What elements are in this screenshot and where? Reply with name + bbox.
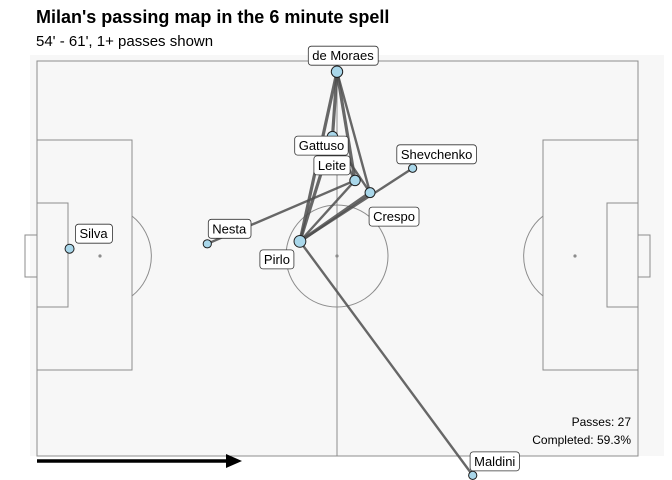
player-node-silva: [64, 243, 75, 254]
completed-percentage-text: Completed: 59.3%: [532, 433, 631, 447]
player-label-crespo: Crespo: [368, 206, 420, 227]
player-label-box-maldini: [469, 451, 520, 472]
arrow-head: [226, 454, 242, 468]
pass-line-leite-pirlo: [298, 179, 357, 243]
right-goal: [637, 234, 651, 278]
player-node-crespo: [364, 187, 376, 199]
pass-line-pirlo-maldini: [298, 240, 474, 477]
player-label-silva: Silva: [75, 223, 113, 244]
player-label-maldini: Maldini: [469, 451, 520, 472]
player-label-gattuso: Gattuso: [294, 135, 349, 156]
player-label-leite: Leite: [313, 155, 351, 176]
player-label-box-silva: [75, 223, 113, 244]
player-label-box-pirlo: [259, 249, 295, 270]
chart-subtitle: 54' - 61', 1+ passes shown: [36, 33, 214, 50]
player-node-leite: [349, 174, 361, 187]
right-penalty-arc: [523, 215, 544, 297]
player-label-box-shevchenko: [396, 144, 477, 165]
center-spot: [335, 254, 339, 258]
player-label-box-nesta: [207, 218, 252, 239]
player-name-leite: Leite: [318, 158, 346, 173]
plot-background: [30, 55, 664, 456]
player-label-nesta: Nesta: [207, 218, 252, 239]
player-name-silva: Silva: [79, 226, 108, 241]
player-node-maldini: [468, 470, 478, 480]
player-label-shevchenko: Shevchenko: [396, 144, 477, 165]
passes-count-text: Passes: 27: [572, 415, 632, 429]
left-goal: [24, 234, 38, 278]
player-label-box-de-moraes: [307, 45, 379, 66]
player-node-shevchenko: [408, 163, 418, 173]
player-name-gattuso: Gattuso: [299, 138, 345, 153]
player-labels: de Moraes Gattuso Shevchenko Leite Crespo Nes…: [75, 45, 520, 472]
player-label-box-crespo: [368, 206, 420, 227]
player-name-maldini: Maldini: [474, 454, 515, 469]
left-penalty-spot: [98, 254, 102, 258]
player-name-nesta: Nesta: [212, 221, 247, 236]
direction-of-play-arrow: [37, 454, 242, 468]
player-name-de-moraes: de Moraes: [312, 48, 374, 63]
player-name-shevchenko: Shevchenko: [401, 147, 473, 162]
player-name-pirlo: Pirlo: [264, 252, 290, 267]
player-name-crespo: Crespo: [373, 209, 415, 224]
pass-line-de-moraes-crespo: [335, 70, 372, 194]
player-label-box-gattuso: [294, 135, 349, 156]
pass-line-de-moraes-leite: [335, 70, 357, 183]
chart-title: Milan's passing map in the 6 minute spel…: [36, 7, 390, 27]
left-penalty-arc: [131, 215, 152, 297]
player-node-de-moraes: [330, 65, 344, 78]
player-label-box-leite: [313, 155, 351, 176]
player-node-nesta: [202, 239, 212, 249]
pass-line-shevchenko-pirlo: [298, 167, 414, 243]
player-label-pirlo: Pirlo: [259, 249, 295, 270]
player-node-pirlo: [293, 234, 307, 248]
player-label-de-moraes: de Moraes: [307, 45, 379, 66]
right-penalty-spot: [573, 254, 577, 258]
